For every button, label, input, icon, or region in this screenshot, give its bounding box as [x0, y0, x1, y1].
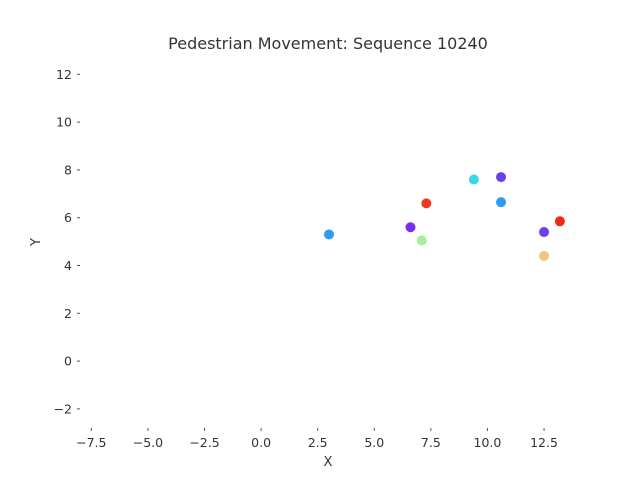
x-tick-label: 10.0: [474, 435, 502, 450]
y-tick-label: 8: [64, 162, 72, 177]
scatter-point: [421, 198, 432, 209]
scatter-point: [468, 174, 479, 185]
x-tick-label: 5.0: [364, 435, 384, 450]
x-tick-label: −7.5: [76, 435, 106, 450]
y-axis: −2 0 2 4 6 8 10 12: [54, 67, 80, 416]
scatter-point: [554, 216, 565, 227]
x-axis-label: X: [324, 455, 333, 470]
y-tick-label: 4: [64, 258, 72, 273]
scatter-point: [539, 227, 550, 238]
x-tick-label: 7.5: [421, 435, 441, 450]
x-tick-label: 2.5: [308, 435, 328, 450]
x-axis: −7.5 −5.0 −2.5 0.0 2.5 5.0 7.5 10.0 12.5: [76, 428, 558, 450]
scatter-point: [496, 172, 507, 183]
scatter-point: [405, 222, 416, 233]
x-tick-label: 0.0: [251, 435, 271, 450]
scatter-point: [324, 229, 334, 240]
y-axis-label: Y: [29, 238, 44, 247]
y-tick-label: −2: [54, 401, 72, 416]
x-tick-label: −5.0: [133, 435, 163, 450]
scatter-point: [496, 197, 507, 208]
y-tick-label: 2: [64, 306, 72, 321]
scatter-point: [539, 250, 550, 261]
y-tick-label: 0: [64, 354, 72, 369]
x-tick-label: −2.5: [189, 435, 219, 450]
scatter-point: [416, 235, 427, 246]
data-points: [324, 172, 565, 261]
x-tick-label: 12.5: [530, 435, 558, 450]
y-tick-label: 12: [56, 67, 72, 82]
y-tick-label: 10: [56, 115, 72, 130]
y-tick-label: 6: [64, 210, 72, 225]
chart-title: Pedestrian Movement: Sequence 10240: [168, 34, 488, 53]
